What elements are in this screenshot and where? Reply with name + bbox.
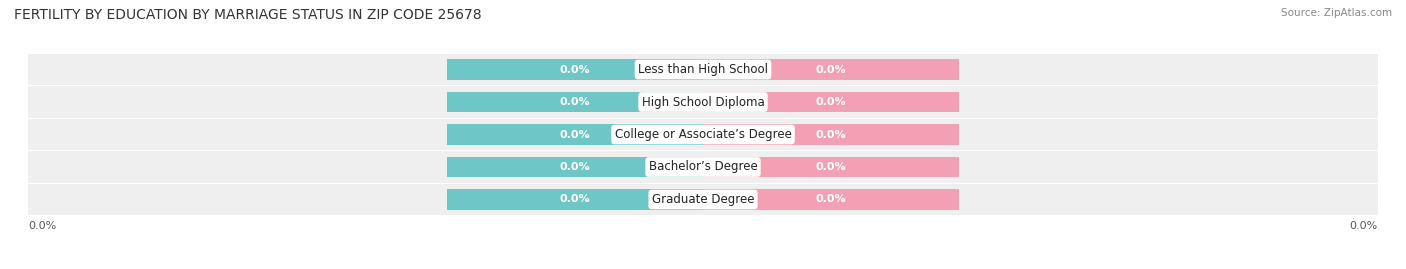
Legend: Married, Unmarried: Married, Unmarried <box>620 264 786 269</box>
Bar <box>28 54 1378 85</box>
Text: 0.0%: 0.0% <box>815 129 846 140</box>
Text: 0.0%: 0.0% <box>560 65 591 75</box>
Text: 0.0%: 0.0% <box>560 129 591 140</box>
Text: 0.0%: 0.0% <box>560 97 591 107</box>
Bar <box>447 189 703 210</box>
Bar <box>28 184 1378 215</box>
Text: High School Diploma: High School Diploma <box>641 95 765 108</box>
Bar <box>28 86 1378 118</box>
Bar <box>447 125 703 144</box>
Text: 0.0%: 0.0% <box>815 97 846 107</box>
Text: Graduate Degree: Graduate Degree <box>652 193 754 206</box>
Text: 0.0%: 0.0% <box>815 194 846 204</box>
Bar <box>447 59 703 80</box>
Text: 0.0%: 0.0% <box>1350 221 1378 231</box>
Text: FERTILITY BY EDUCATION BY MARRIAGE STATUS IN ZIP CODE 25678: FERTILITY BY EDUCATION BY MARRIAGE STATU… <box>14 8 482 22</box>
Text: Source: ZipAtlas.com: Source: ZipAtlas.com <box>1281 8 1392 18</box>
Bar <box>28 151 1378 183</box>
Text: 0.0%: 0.0% <box>560 162 591 172</box>
Text: College or Associate’s Degree: College or Associate’s Degree <box>614 128 792 141</box>
Bar <box>703 157 959 177</box>
Text: 0.0%: 0.0% <box>560 194 591 204</box>
Text: 0.0%: 0.0% <box>28 221 56 231</box>
Text: Less than High School: Less than High School <box>638 63 768 76</box>
Bar <box>703 189 959 210</box>
Text: Bachelor’s Degree: Bachelor’s Degree <box>648 161 758 174</box>
Bar <box>703 59 959 80</box>
Bar <box>447 157 703 177</box>
Text: 0.0%: 0.0% <box>815 162 846 172</box>
Bar <box>703 92 959 112</box>
Text: 0.0%: 0.0% <box>815 65 846 75</box>
Bar <box>447 92 703 112</box>
Bar <box>28 119 1378 150</box>
Bar <box>703 125 959 144</box>
